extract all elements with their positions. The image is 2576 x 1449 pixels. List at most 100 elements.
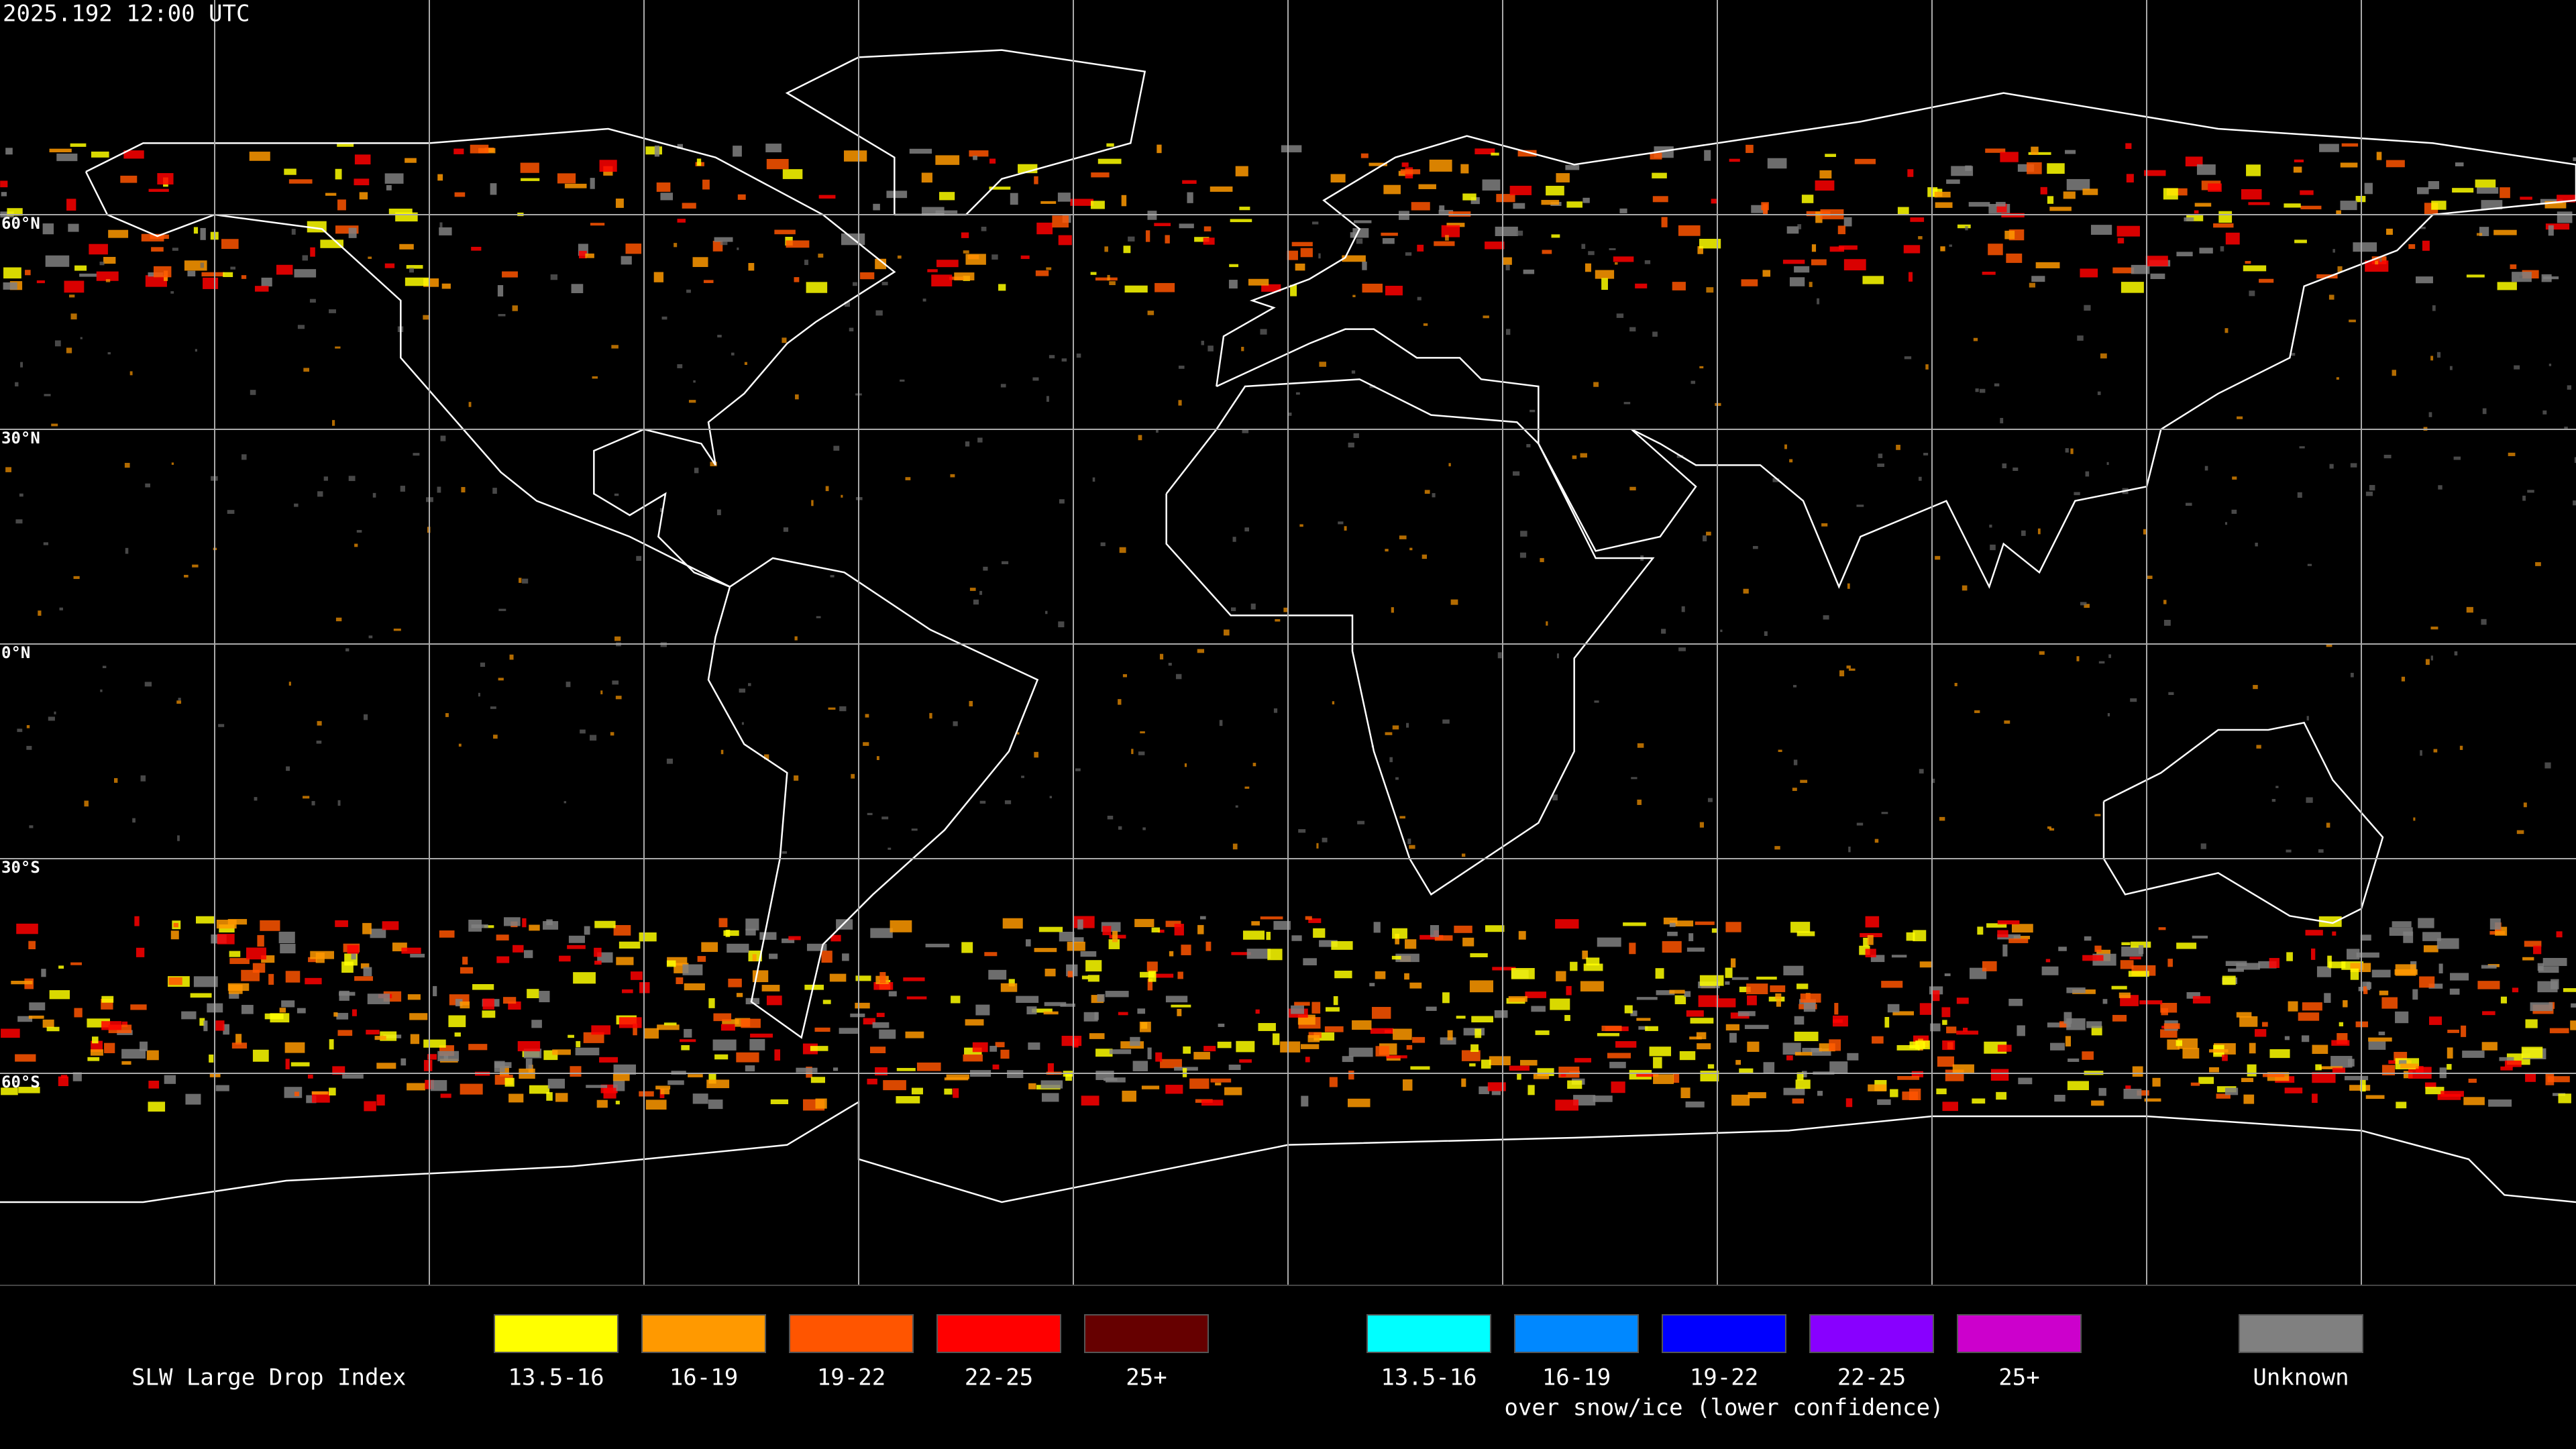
cloud-patch — [828, 707, 836, 710]
cloud-patch — [1197, 924, 1204, 934]
cloud-patch — [1541, 200, 1560, 205]
cloud-patch — [1942, 1040, 1955, 1051]
cloud-patch — [1421, 554, 1428, 559]
cloud-patch — [2059, 1021, 2069, 1028]
cloud-patch — [2466, 606, 2473, 613]
cloud-patch — [2065, 1036, 2072, 1046]
cloud-patch — [557, 173, 576, 184]
cloud-patch — [1241, 346, 1244, 352]
cloud-patch — [1870, 955, 1885, 963]
cloud-patch — [15, 1054, 36, 1062]
cloud-patch — [1973, 337, 1978, 341]
legend-label: 22-25 — [965, 1364, 1033, 1391]
cloud-patch — [1145, 230, 1150, 242]
cloud-patch — [2185, 502, 2192, 506]
cloud-patch — [1118, 1012, 1128, 1016]
cloud-patch — [1686, 1010, 1704, 1017]
cloud-patch — [455, 999, 463, 1007]
cloud-patch — [187, 270, 196, 277]
cloud-patch — [28, 941, 36, 950]
cloud-patch — [1636, 1018, 1651, 1021]
cloud-patch — [1951, 166, 1974, 176]
cloud-patch — [806, 282, 828, 293]
cloud-patch — [2090, 225, 2112, 235]
cloud-patch — [867, 1079, 877, 1085]
cloud-patch — [708, 1099, 723, 1110]
cloud-patch — [1739, 986, 1751, 993]
cloud-patch — [1324, 1026, 1344, 1032]
cloud-patch — [2116, 225, 2140, 237]
cloud-patch — [354, 178, 370, 186]
cloud-patch — [1052, 215, 1069, 228]
cloud-patch — [552, 1049, 571, 1055]
legend-label: 25+ — [1126, 1364, 1167, 1391]
cloud-patch — [1546, 185, 1564, 196]
cloud-patch — [2319, 1066, 2343, 1069]
cloud-patch — [29, 1002, 46, 1011]
cloud-patch — [2098, 661, 2105, 664]
cloud-patch — [58, 1076, 69, 1087]
cloud-patch — [2557, 211, 2573, 223]
cloud-patch — [1502, 257, 1512, 265]
cloud-patch — [2163, 600, 2167, 604]
cloud-patch — [460, 1001, 470, 1009]
cloud-patch — [1942, 1102, 1958, 1112]
cloud-patch — [1725, 922, 1741, 932]
cloud-patch — [494, 1062, 512, 1068]
cloud-patch — [2011, 924, 2033, 933]
cloud-patch — [2504, 1061, 2522, 1067]
cloud-patch — [2475, 179, 2496, 188]
cloud-patch — [2182, 1048, 2200, 1059]
cloud-patch — [471, 924, 488, 928]
cloud-patch — [636, 555, 642, 561]
cloud-patch — [585, 253, 594, 258]
cloud-patch — [1825, 154, 1836, 157]
cloud-patch — [984, 952, 998, 957]
cloud-patch — [2527, 490, 2534, 493]
cloud-patch — [2349, 1085, 2371, 1091]
cloud-patch — [492, 488, 497, 494]
cloud-patch — [1686, 947, 1705, 952]
cloud-patch — [2286, 849, 2292, 853]
legend-title: SLW Large Drop Index — [131, 1364, 406, 1391]
cloud-patch — [41, 969, 46, 977]
cloud-patch — [348, 227, 357, 238]
cloud-patch — [69, 294, 75, 298]
cloud-patch — [199, 1018, 205, 1026]
cloud-patch — [786, 240, 810, 248]
cloud-patch — [363, 714, 368, 720]
cloud-patch — [1985, 148, 2006, 153]
cloud-patch — [2054, 1094, 2065, 1102]
cloud-patch — [979, 590, 983, 595]
cloud-patch — [337, 199, 346, 211]
cloud-patch — [1404, 973, 1409, 980]
cloud-patch — [1205, 941, 1212, 951]
cloud-patch — [1140, 731, 1145, 734]
cloud-patch — [148, 1080, 160, 1089]
cloud-patch — [643, 1028, 659, 1039]
cloud-patch — [1043, 1011, 1059, 1015]
cloud-patch — [96, 271, 119, 281]
cloud-patch — [433, 985, 437, 997]
cloud-patch — [1255, 1009, 1260, 1014]
cloud-patch — [720, 749, 724, 755]
cloud-patch — [121, 1061, 131, 1065]
cloud-patch — [1242, 930, 1265, 940]
cloud-patch — [692, 1093, 708, 1104]
cloud-patch — [2378, 1031, 2385, 1036]
cloud-patch — [975, 1004, 990, 1016]
cloud-patch — [1441, 225, 1460, 237]
cloud-patch — [1796, 983, 1809, 989]
cloud-patch — [348, 476, 356, 482]
cloud-patch — [745, 998, 760, 1005]
cloud-patch — [1968, 202, 1990, 207]
cloud-patch — [2058, 947, 2067, 951]
cloud-patch — [1794, 1031, 1819, 1041]
cloud-patch — [841, 494, 843, 498]
cloud-patch — [979, 800, 986, 804]
cloud-patch — [855, 975, 871, 981]
cloud-patch — [2326, 643, 2332, 647]
cloud-patch — [590, 223, 605, 226]
cloud-patch — [2428, 412, 2432, 417]
cloud-patch — [70, 962, 83, 965]
